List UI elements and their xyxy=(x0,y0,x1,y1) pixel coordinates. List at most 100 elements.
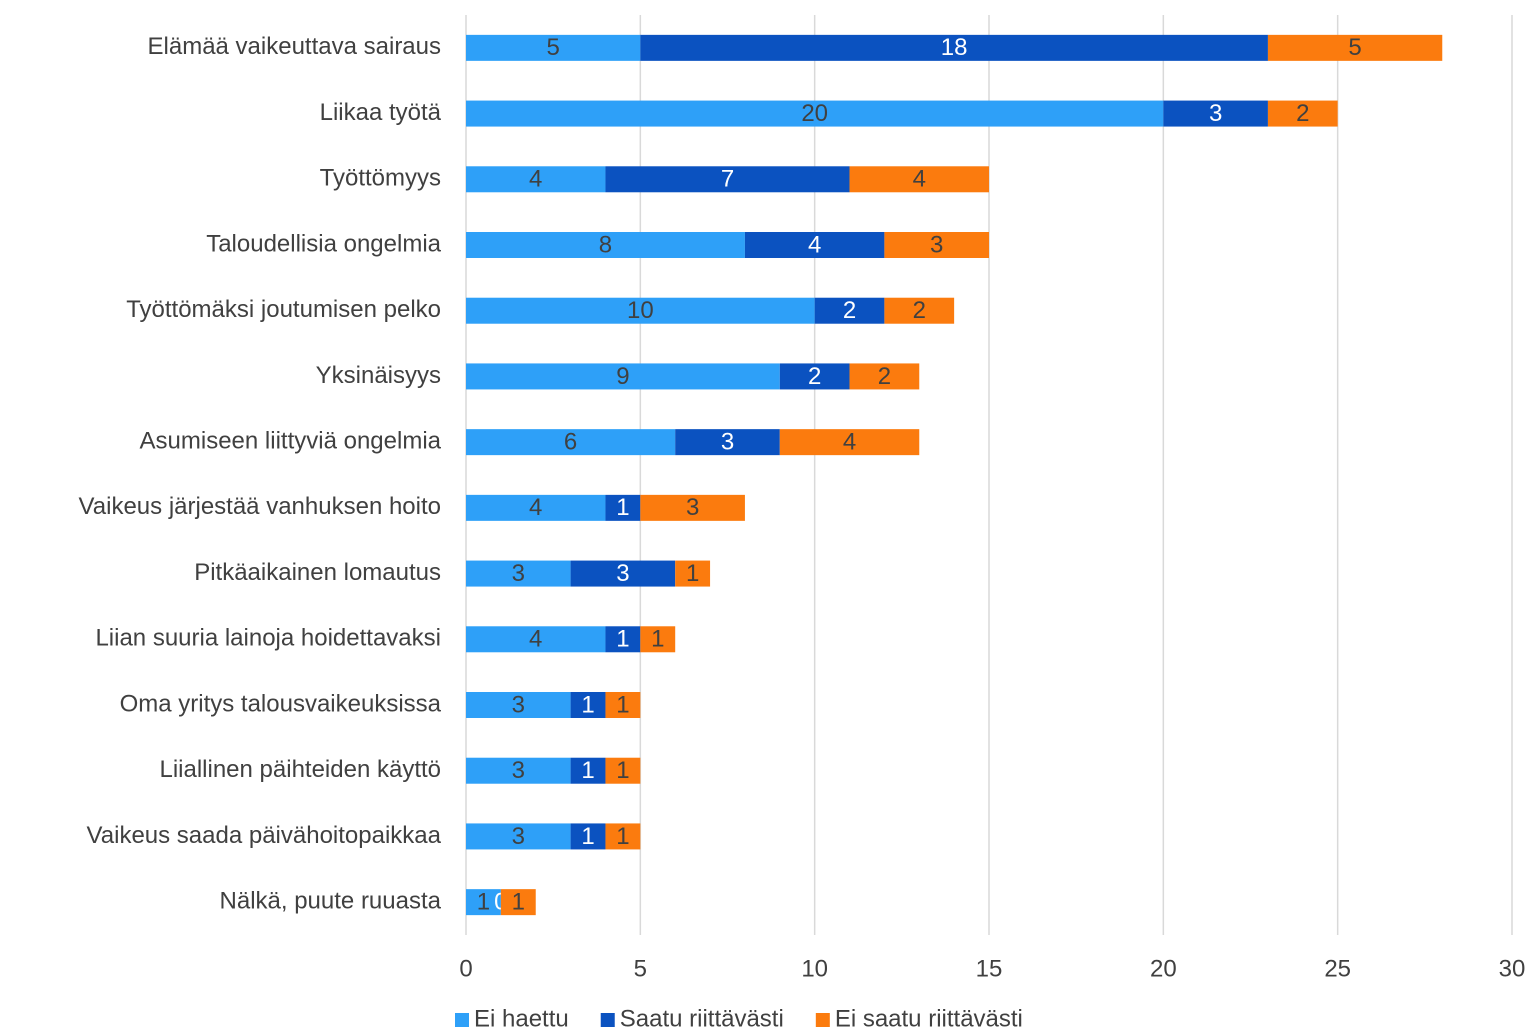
bar-segment xyxy=(466,626,606,653)
data-label: 20 xyxy=(801,100,828,127)
bar-segment xyxy=(570,692,606,718)
bar-segment xyxy=(466,429,676,456)
bar-segment xyxy=(466,823,571,850)
data-label: 4 xyxy=(529,166,542,193)
bar-segment xyxy=(744,232,885,258)
bar-segment xyxy=(466,100,1164,127)
data-label: 8 xyxy=(599,231,612,258)
data-label: 1 xyxy=(616,626,629,653)
bar-segment xyxy=(605,692,641,718)
data-label: 3 xyxy=(512,691,525,718)
bar-segment xyxy=(640,494,745,521)
bar-segment xyxy=(1267,100,1338,127)
bar-segment xyxy=(605,626,641,653)
data-label: 1 xyxy=(686,560,699,587)
data-label: 5 xyxy=(1348,34,1361,61)
data-label: 1 xyxy=(581,691,594,718)
bar-segment xyxy=(570,823,606,850)
data-label: 1 xyxy=(616,691,629,718)
data-label: 10 xyxy=(627,297,654,324)
data-label: 4 xyxy=(913,166,926,193)
bar-segment xyxy=(605,757,641,784)
legend-swatch xyxy=(455,1013,469,1027)
bar-segment xyxy=(779,363,850,390)
y-tick-label: Pitkäaikainen lomautus xyxy=(194,559,441,586)
legend-label: Ei saatu riittävästi xyxy=(835,1005,1023,1032)
bar-segment xyxy=(675,429,780,456)
data-label: 4 xyxy=(808,231,821,258)
data-label: 18 xyxy=(941,34,968,61)
data-label: 3 xyxy=(616,560,629,587)
data-label: 6 xyxy=(564,428,577,455)
y-tick-label: Työttömäksi joutumisen pelko xyxy=(126,296,441,323)
data-label: 3 xyxy=(512,757,525,784)
x-tick-label: 25 xyxy=(1324,955,1351,982)
bar-segment xyxy=(1163,100,1268,127)
data-label: 4 xyxy=(843,428,856,455)
y-tick-label: Nälkä, puute ruuasta xyxy=(220,887,442,914)
bar-segment xyxy=(1267,34,1443,61)
bar-segment xyxy=(466,34,641,61)
data-label: 3 xyxy=(721,428,734,455)
legend-label: Saatu riittävästi xyxy=(620,1005,784,1032)
y-tick-label: Elämää vaikeuttava sairaus xyxy=(148,33,441,60)
data-label: 9 xyxy=(616,363,629,390)
data-label: 2 xyxy=(843,297,856,324)
bar-segment xyxy=(814,297,885,324)
data-label: 3 xyxy=(686,494,699,521)
y-tick-label: Taloudellisia ongelmia xyxy=(206,230,441,257)
y-tick-label: Liikaa työtä xyxy=(320,99,442,126)
data-label: 2 xyxy=(913,297,926,324)
data-label: 7 xyxy=(721,166,734,193)
x-tick-label: 30 xyxy=(1499,955,1526,982)
data-label: 1 xyxy=(651,626,664,653)
bar-segment xyxy=(466,889,501,916)
y-tick-label: Vaikeus saada päivähoitopaikkaa xyxy=(87,822,442,849)
y-tick-label: Liiallinen päihteiden käyttö xyxy=(159,756,441,783)
bar-segment xyxy=(849,363,920,390)
bar-segment xyxy=(466,297,815,324)
bar-segment xyxy=(570,560,676,587)
bar-segment xyxy=(605,166,850,193)
data-label: 1 xyxy=(616,757,629,784)
legend-label: Ei haettu xyxy=(474,1005,569,1032)
data-label: 1 xyxy=(477,888,490,915)
bar-segment xyxy=(570,757,606,784)
bar-segment xyxy=(884,297,955,324)
bar-segment xyxy=(605,823,641,850)
data-label: 1 xyxy=(581,757,594,784)
bar-segment xyxy=(466,560,571,587)
bar-segment xyxy=(500,889,536,916)
bar-segment xyxy=(640,34,1268,61)
x-tick-label: 10 xyxy=(801,955,828,982)
data-label: 1 xyxy=(581,823,594,850)
bar-segment xyxy=(466,363,780,390)
bar-segment xyxy=(884,232,989,258)
data-label: 1 xyxy=(512,888,525,915)
data-label: 5 xyxy=(546,34,559,61)
x-tick-label: 15 xyxy=(976,955,1003,982)
bar-segment xyxy=(466,692,571,718)
y-tick-label: Vaikeus järjestää vanhuksen hoito xyxy=(79,493,441,520)
bar-segment xyxy=(466,494,606,521)
y-tick-label: Asumiseen liittyviä ongelmia xyxy=(140,427,442,454)
data-label: 3 xyxy=(1209,100,1222,127)
data-label: 3 xyxy=(930,231,943,258)
x-tick-label: 0 xyxy=(459,955,472,982)
data-label: 2 xyxy=(878,363,891,390)
bar-segment xyxy=(605,494,641,521)
bar-segment xyxy=(466,232,745,258)
data-label: 4 xyxy=(529,626,542,653)
data-label: 4 xyxy=(529,494,542,521)
data-label: 2 xyxy=(808,363,821,390)
bar-segment xyxy=(640,626,676,653)
legend-swatch xyxy=(815,1013,830,1027)
bar-segment xyxy=(779,429,920,456)
data-label: 2 xyxy=(1296,100,1309,127)
data-label: 1 xyxy=(616,823,629,850)
data-label: 3 xyxy=(512,560,525,587)
y-tick-label: Liian suuria lainoja hoidettavaksi xyxy=(95,625,441,652)
y-tick-label: Oma yritys talousvaikeuksissa xyxy=(120,690,442,717)
